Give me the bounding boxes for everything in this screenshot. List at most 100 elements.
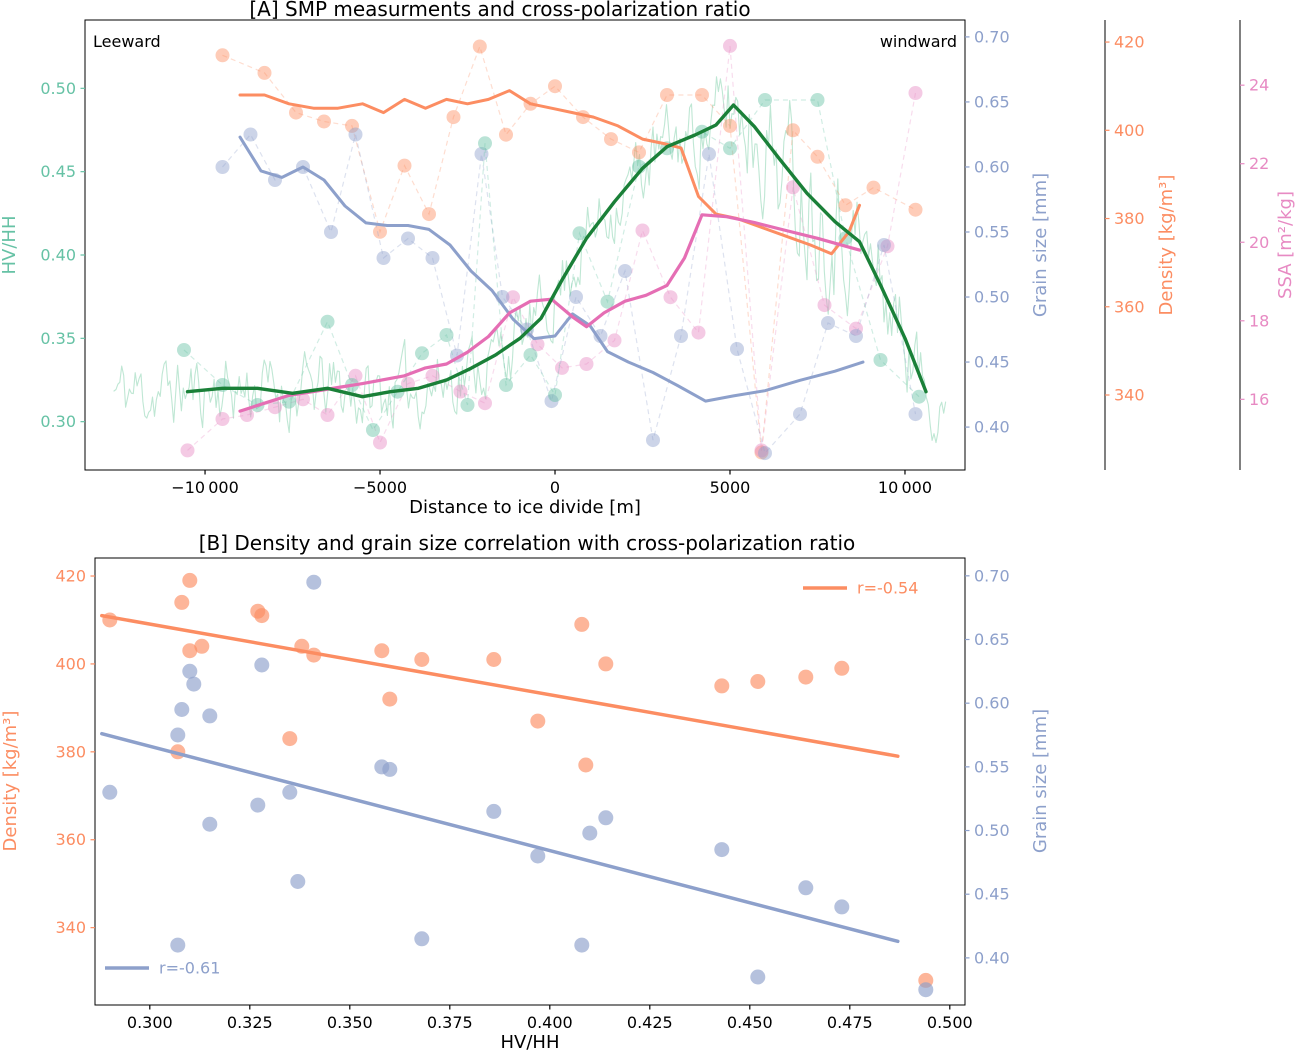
ssa-sites-point [478, 396, 492, 411]
grain-points-point [170, 937, 186, 953]
grain-points-point [582, 825, 598, 841]
ssa-sites-point [817, 298, 832, 313]
ssa-tick-label: 16 [1249, 390, 1269, 409]
hvhh-smooth-line [185, 103, 928, 399]
x-tick-label: 10 000 [878, 478, 932, 497]
panel-b: 0.300 0.325 0.350 0.375 0.400 0.425 0.450 0.475… [55, 557, 1010, 1032]
grain-smooth-line [238, 135, 865, 403]
panelB-plot-area [100, 572, 934, 998]
density-sites-point [754, 445, 769, 460]
grain-sites-point [674, 329, 688, 343]
density-sites-point [548, 79, 562, 94]
density-sites-point [695, 88, 709, 102]
ssa-sites-point [348, 368, 363, 383]
grain-points-point [918, 982, 934, 998]
x-tick-label: 5000 [710, 478, 751, 497]
grain-points-point [174, 702, 190, 717]
density-tick-label: 420 [55, 567, 86, 586]
hvhh-sites-point [912, 389, 926, 404]
grain-points-point [306, 574, 322, 590]
hvhh-tick-label: 0.45 [40, 162, 76, 181]
panel-a-annotation-windward: windward [880, 32, 957, 51]
grain-points-point [186, 676, 202, 692]
density-points-point [182, 643, 198, 659]
grain-sites-point [849, 329, 863, 343]
hvhh-sites-point [499, 378, 513, 392]
grain-points-point [530, 848, 546, 864]
grain-sites-point [877, 238, 891, 252]
hvhh-sites-point [873, 353, 888, 367]
grain-tick-label: 0.50 [974, 821, 1010, 840]
density-points-point [750, 674, 766, 689]
x-tick-label: −10 000 [171, 478, 239, 497]
density-tick-label: 360 [1114, 297, 1145, 316]
ssa-sites-point [908, 86, 923, 100]
density-sites-point [786, 123, 800, 138]
panelA-plot-area [113, 38, 947, 461]
density-points-point [598, 656, 614, 672]
density-sites-point [810, 149, 825, 164]
hvhh-sites-point [723, 141, 737, 156]
grain-points-point [170, 727, 186, 743]
density-sites-connector [222, 44, 916, 453]
density-points-point [574, 616, 590, 632]
ssa-sites-point [555, 360, 569, 375]
grain-sites-point [376, 251, 391, 265]
panelB-frame [94, 557, 966, 1006]
density-sites-point [472, 39, 487, 54]
hvhh-sites-point [366, 423, 380, 437]
grain-points-point [102, 784, 118, 800]
ssa-sites-point [530, 337, 545, 352]
ssa-sites-point [691, 325, 706, 340]
density-points-point [182, 572, 198, 588]
density-sites-point [660, 88, 674, 102]
grain-sites-point [401, 231, 415, 246]
grain-tick-label: 0.55 [974, 222, 1010, 241]
grain-sites-point [425, 251, 440, 265]
density-tick-label: 340 [55, 918, 86, 937]
density-points-point [530, 713, 546, 729]
panel-a-ylabel-density: Density [kg/m³] [1156, 175, 1177, 316]
grain-tick-label: 0.40 [974, 418, 1010, 437]
panel-b-ylabel-density: Density [kg/m³] [0, 711, 21, 852]
hvhh-tick-label: 0.35 [40, 329, 76, 348]
panel-a: −10 000 −5000 0 5000 10 000 0.30 0.35 0.40 0.45 0… [40, 19, 1269, 497]
hvhh-sites-point [548, 388, 562, 402]
density-sites-point [289, 105, 303, 120]
ssa-sites-point [268, 400, 282, 415]
grain-points-point [798, 880, 814, 896]
x-tick-label: 0.450 [727, 1013, 773, 1032]
density-sites-point [215, 48, 230, 63]
x-tick-label: 0.400 [527, 1013, 573, 1032]
grain-sites-point [243, 127, 258, 142]
grain-tick-label: 0.40 [974, 948, 1010, 967]
ssa-sites-point [320, 408, 335, 422]
ssa-sites-point [296, 392, 310, 407]
hvhh-sites-point [460, 398, 475, 412]
ssa-sites-connector [187, 45, 917, 451]
grain-sites-point [758, 446, 772, 461]
grain-sites-point [618, 264, 632, 278]
panel-a-title: [A] SMP measurments and cross-polarizati… [249, 0, 750, 21]
grain-sites-point [569, 290, 583, 304]
grain-tick-label: 0.70 [974, 566, 1010, 585]
density-points-point [382, 691, 398, 707]
x-tick-label: 0.300 [127, 1013, 173, 1032]
ssa-tick-label: 24 [1249, 76, 1269, 95]
grain-points-point [750, 969, 766, 985]
grain-sites-point [793, 407, 807, 422]
ssa-sites-point [425, 368, 440, 383]
grain-points-point [182, 663, 198, 679]
x-tick-label: 0.425 [627, 1013, 673, 1032]
panelA-frame [84, 19, 966, 471]
legend-label: r=-0.61 [159, 959, 220, 978]
density-points-point [714, 678, 730, 694]
grain-tick-label: 0.45 [974, 353, 1010, 372]
ssa-sites-point [663, 290, 678, 305]
density-sites-point [866, 180, 881, 195]
panel-b-xlabel: HV/HH [501, 1032, 560, 1053]
density-sites-point [422, 207, 436, 222]
panel-a-annotation-leeward: Leeward [93, 32, 161, 51]
hvhh-tick-label: 0.50 [40, 79, 76, 98]
